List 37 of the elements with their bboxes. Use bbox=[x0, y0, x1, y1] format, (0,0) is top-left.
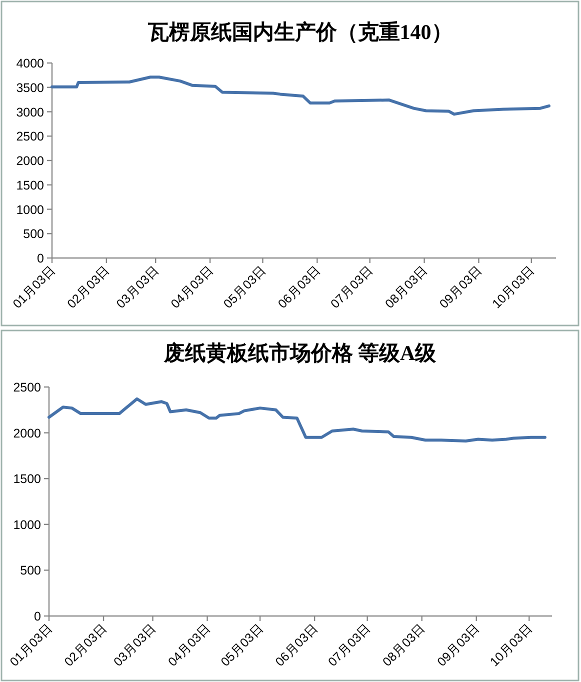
x-tick-label: 05月03日 bbox=[218, 621, 266, 670]
y-tick-label: 3500 bbox=[16, 80, 44, 95]
x-tick-label: 02月03日 bbox=[64, 263, 113, 312]
y-tick-label: 500 bbox=[20, 564, 41, 578]
y-tick-label: 0 bbox=[34, 610, 41, 624]
y-tick-label: 1000 bbox=[13, 518, 41, 532]
y-tick-label: 1500 bbox=[16, 178, 44, 192]
y-tick-label: 2500 bbox=[16, 130, 44, 144]
x-tick-label: 05月03日 bbox=[220, 263, 269, 312]
y-tick-label: 2000 bbox=[13, 426, 41, 440]
y-tick-label: 2500 bbox=[13, 380, 41, 394]
x-tick-label: 04月03日 bbox=[165, 621, 214, 670]
title: 瓦楞原纸国内生产价（克重140） bbox=[148, 20, 452, 44]
title: 废纸黄板纸市场价格 等级A级 bbox=[164, 341, 436, 365]
x-tick-label: 03月03日 bbox=[114, 263, 162, 312]
x-tick-label: 09月03日 bbox=[434, 621, 482, 670]
y-tick-label: 1000 bbox=[16, 202, 44, 217]
x-tick-label: 03月03日 bbox=[110, 621, 159, 670]
y-tick-label: 1500 bbox=[13, 472, 41, 486]
x-tick-label: 06月03日 bbox=[275, 263, 324, 312]
x-tick-label: 07月03日 bbox=[328, 263, 376, 312]
x-tick-label: 10月03日 bbox=[490, 263, 538, 312]
x-tick-label: 09月03日 bbox=[436, 263, 485, 312]
x-tick-label: 01月03日 bbox=[10, 263, 58, 312]
y-tick-label: 3000 bbox=[16, 105, 44, 120]
y-tick-label: 0 bbox=[37, 252, 44, 266]
y-tick-label: 4000 bbox=[16, 56, 44, 70]
x-tick-label: 04月03日 bbox=[168, 263, 216, 312]
x-tick-label: 08月03日 bbox=[380, 621, 428, 670]
x-tick-label: 08月03日 bbox=[382, 263, 430, 312]
x-tick-label: 02月03日 bbox=[62, 621, 110, 670]
x-tick-label: 01月03日 bbox=[7, 621, 56, 670]
x-tick-label: 07月03日 bbox=[326, 621, 374, 670]
x-tick-label: 06月03日 bbox=[272, 621, 321, 670]
y-tick-label: 500 bbox=[23, 227, 44, 242]
x-tick-label: 10月03日 bbox=[487, 621, 536, 670]
y-tick-label: 2000 bbox=[16, 154, 44, 168]
